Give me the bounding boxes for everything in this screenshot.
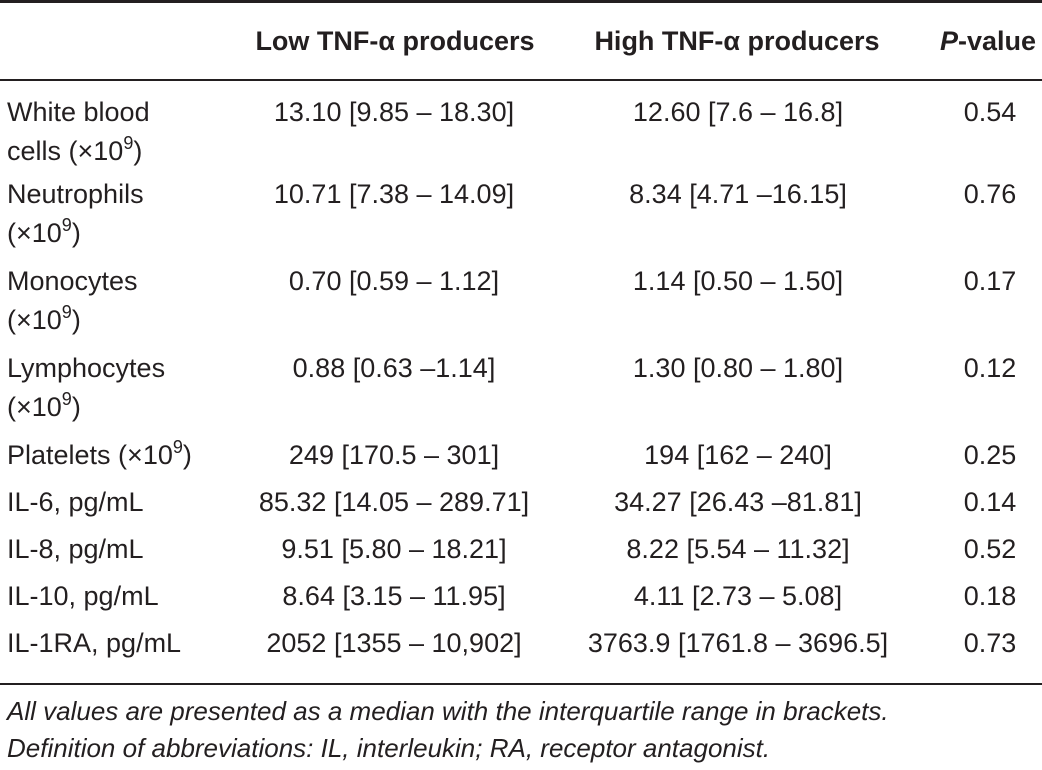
cell-low-producers: 10.71 [7.38 – 14.09]	[273, 179, 515, 209]
row-label-tail: )	[71, 218, 81, 248]
row-label: IL-6, pg/mL	[0, 479, 232, 526]
row-label-line-2: (×109)	[7, 214, 232, 253]
row-label-exponent: 9	[61, 215, 72, 235]
cell-p-value: 0.17	[963, 266, 1017, 296]
cell-high-producers: 4.11 [2.73 – 5.08]	[633, 581, 843, 611]
row-label-text: Platelets (×10	[7, 440, 173, 470]
row-label-tail: )	[182, 440, 192, 470]
row-label-exponent: 9	[172, 437, 183, 457]
table-row: Platelets (×109) 249 [170.5 – 301] 194 [16…	[0, 432, 1042, 479]
row-label: Neutrophils (×109)	[0, 171, 232, 258]
cell-high-producers: 1.14 [0.50 – 1.50]	[632, 266, 844, 296]
table-footnote: All values are presented as a median wit…	[7, 693, 1035, 767]
row-label-line-2: cells (×109)	[7, 132, 232, 171]
cell-low-producers: 85.32 [14.05 – 289.71]	[258, 487, 530, 517]
table-row: Lymphocytes (×109) 0.88 [0.63 –1.14] 1.30 […	[0, 345, 1042, 432]
table-row: IL-1RA, pg/mL 2052 [1355 – 10,902] 3763.9 …	[0, 620, 1042, 667]
cell-high-producers: 34.27 [26.43 –81.81]	[614, 487, 862, 517]
cell-low-producers: 2052 [1355 – 10,902]	[266, 628, 522, 658]
row-label-line-1: Lymphocytes	[7, 353, 166, 383]
row-label: Monocytes (×109)	[0, 258, 232, 345]
footnote-line-1: All values are presented as a median wit…	[7, 696, 889, 726]
row-label-line-1: White blood	[7, 97, 150, 127]
cell-low-producers: 13.10 [9.85 – 18.30]	[273, 97, 515, 127]
bottom-rule	[0, 683, 1042, 685]
row-label-tail: )	[133, 136, 143, 166]
row-label-unit: (×10	[7, 305, 62, 335]
row-label: Lymphocytes (×109)	[0, 345, 232, 432]
row-label-exponent: 9	[123, 133, 134, 153]
cell-high-producers: 194 [162 – 240]	[644, 440, 832, 470]
cell-p-value: 0.25	[963, 440, 1017, 470]
cell-high-producers: 12.60 [7.6 – 16.8]	[632, 97, 844, 127]
row-label-tail: )	[71, 392, 81, 422]
cell-p-value: 0.52	[963, 534, 1017, 564]
cell-p-value: 0.12	[963, 353, 1017, 383]
table-row: IL-8, pg/mL 9.51 [5.80 – 18.21] 8.22 [5.54…	[0, 526, 1042, 573]
table-body: White blood cells (×109) 13.10 [9.85 – 18.…	[0, 80, 1042, 667]
cell-p-value: 0.14	[963, 487, 1017, 517]
header-p-value: P-value	[914, 0, 1042, 80]
cell-high-producers: 3763.9 [1761.8 – 3696.5]	[587, 628, 889, 658]
cell-low-producers: 8.64 [3.15 – 11.95]	[282, 581, 506, 611]
row-label: IL-1RA, pg/mL	[0, 620, 232, 667]
row-label-text: IL-6, pg/mL	[7, 487, 144, 517]
row-label-exponent: 9	[61, 302, 72, 322]
table-row: White blood cells (×109) 13.10 [9.85 – 18.…	[0, 80, 1042, 171]
row-label-text: IL-8, pg/mL	[7, 534, 144, 564]
cell-p-value: 0.73	[963, 628, 1017, 658]
row-label: White blood cells (×109)	[0, 80, 232, 171]
header-p-suffix: -value	[957, 26, 1036, 56]
row-label: IL-10, pg/mL	[0, 573, 232, 620]
header-p-italic: P	[939, 26, 958, 56]
data-table: Low TNF-α producers High TNF-α producers…	[0, 0, 1042, 667]
row-label-line-2: (×109)	[7, 301, 232, 340]
cell-low-producers: 249 [170.5 – 301]	[288, 440, 500, 470]
header-row: Low TNF-α producers High TNF-α producers…	[0, 0, 1042, 80]
row-label-text: IL-10, pg/mL	[7, 581, 159, 611]
table-row: Monocytes (×109) 0.70 [0.59 – 1.12] 1.14 [0…	[0, 258, 1042, 345]
row-label-exponent: 9	[61, 389, 72, 409]
header-high-producers: High TNF-α producers	[594, 26, 880, 56]
row-label-line-2: (×109)	[7, 388, 232, 427]
row-label: Platelets (×109)	[0, 432, 232, 479]
cell-p-value: 0.54	[963, 97, 1017, 127]
top-rule	[0, 0, 1042, 3]
cell-high-producers: 1.30 [0.80 – 1.80]	[632, 353, 844, 383]
cell-low-producers: 0.70 [0.59 – 1.12]	[288, 266, 500, 296]
row-label-unit: cells (×10	[7, 136, 124, 166]
header-low-producers: Low TNF-α producers	[255, 26, 535, 56]
row-label-line-1: Neutrophils	[7, 179, 144, 209]
cell-high-producers: 8.22 [5.54 – 11.32]	[626, 534, 850, 564]
cell-low-producers: 9.51 [5.80 – 18.21]	[281, 534, 507, 564]
table-row: IL-6, pg/mL 85.32 [14.05 – 289.71] 34.27 […	[0, 479, 1042, 526]
header-label	[0, 0, 232, 80]
cell-high-producers: 8.34 [4.71 –16.15]	[629, 179, 847, 209]
row-label-unit: (×10	[7, 218, 62, 248]
cell-p-value: 0.76	[963, 179, 1017, 209]
row-label-unit: (×10	[7, 392, 62, 422]
table-row: Neutrophils (×109) 10.71 [7.38 – 14.09] 8.3…	[0, 171, 1042, 258]
header-rule	[0, 79, 1042, 81]
table-row: IL-10, pg/mL 8.64 [3.15 – 11.95] 4.11 [2.7…	[0, 573, 1042, 620]
row-label-tail: )	[71, 305, 81, 335]
cell-p-value: 0.18	[963, 581, 1017, 611]
row-label: IL-8, pg/mL	[0, 526, 232, 573]
cell-low-producers: 0.88 [0.63 –1.14]	[292, 353, 496, 383]
row-label-text: IL-1RA, pg/mL	[7, 628, 182, 658]
row-label-line-1: Monocytes	[7, 266, 138, 296]
footnote-line-2: Definition of abbreviations: IL, interle…	[7, 733, 771, 763]
